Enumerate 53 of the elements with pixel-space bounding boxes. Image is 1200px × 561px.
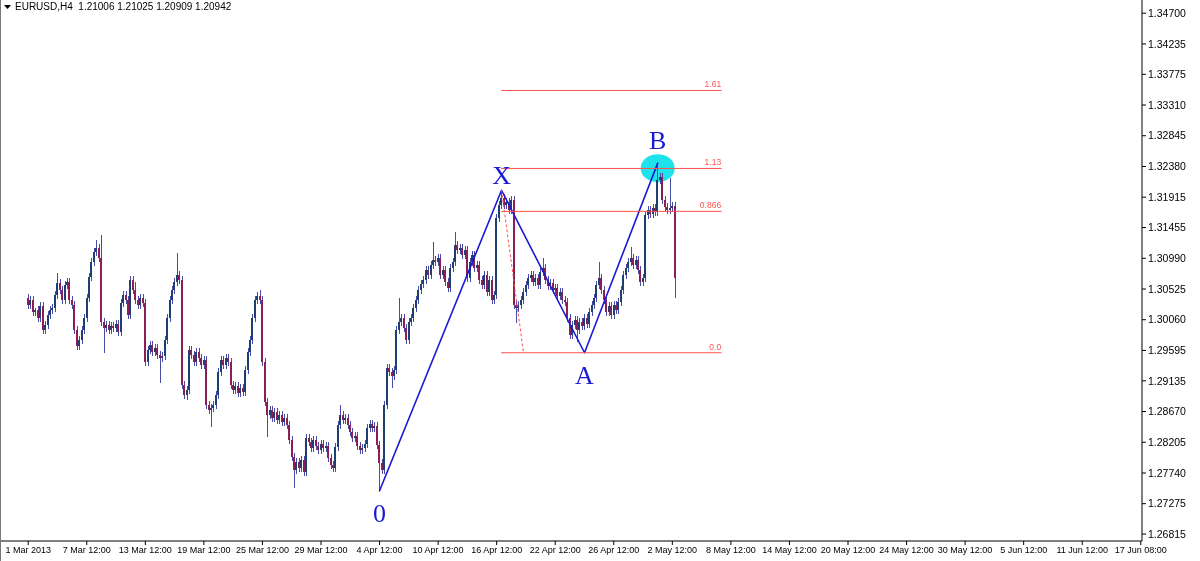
x-tick-label: 10 Apr 12:00 xyxy=(412,545,464,556)
x-tick-label: 14 May 12:00 xyxy=(762,545,817,556)
x-tick-label: 16 Apr 12:00 xyxy=(471,545,523,556)
x-tick-label: 1 Mar 2013 xyxy=(5,545,51,556)
y-tick-label: 1.30990 xyxy=(1148,252,1187,265)
annotation: 0 xyxy=(373,498,387,528)
annotation: B xyxy=(649,126,667,156)
y-tick-label: 1.32380 xyxy=(1148,160,1187,173)
chart-title: EURUSD,H4 1.21006 1.21025 1.20909 1.20942 xyxy=(15,1,232,13)
y-tick-label: 1.33310 xyxy=(1148,98,1187,111)
candlestick xyxy=(407,317,410,345)
x-tick-label: 20 May 12:00 xyxy=(820,545,876,556)
candlestick xyxy=(209,403,212,428)
y-tick-label: 1.29135 xyxy=(1148,374,1187,387)
series-label: 0.0 xyxy=(709,341,722,352)
x-tick-label: 24 May 12:00 xyxy=(879,545,934,556)
y-tick-label: 1.30525 xyxy=(1148,282,1187,295)
series-label: 0.866 xyxy=(699,200,722,211)
y-tick-label: 1.31915 xyxy=(1148,190,1187,203)
x-tick-label: 2 May 12:00 xyxy=(647,545,698,556)
y-tick-label: 1.33775 xyxy=(1148,68,1187,81)
y-tick-label: 1.26815 xyxy=(1148,527,1187,540)
y-tick-label: 1.28205 xyxy=(1148,435,1187,448)
x-tick-label: 8 May 12:00 xyxy=(706,545,756,556)
x-tick-label: 25 Mar 12:00 xyxy=(235,545,289,556)
candlestick xyxy=(229,357,232,390)
y-tick-label: 1.31455 xyxy=(1148,221,1187,234)
y-tick-label: 1.34235 xyxy=(1148,37,1187,50)
y-tick-label: 1.30060 xyxy=(1148,313,1187,326)
x-tick-label: 7 Mar 12:00 xyxy=(62,545,111,556)
series-label: 1.13 xyxy=(704,157,722,168)
candlestick xyxy=(485,270,488,297)
x-tick-label: 13 Mar 12:00 xyxy=(118,545,172,556)
x-tick-label: 5 Jun 12:00 xyxy=(1000,545,1048,556)
y-tick-label: 1.32845 xyxy=(1148,129,1187,142)
y-tick-label: 1.29595 xyxy=(1148,344,1187,357)
x-tick-label: 11 Jun 12:00 xyxy=(1056,545,1108,556)
series-label: 1.61 xyxy=(704,79,722,90)
annotation: X xyxy=(492,161,512,191)
x-tick-label: 26 Apr 12:00 xyxy=(588,545,640,556)
annotation: A xyxy=(575,360,595,390)
x-tick-label: 19 Mar 12:00 xyxy=(177,545,231,556)
y-tick-label: 1.34700 xyxy=(1148,6,1187,19)
x-tick-label: 4 Apr 12:00 xyxy=(356,545,403,556)
x-tick-label: 30 May 12:00 xyxy=(937,545,993,556)
y-tick-label: 1.28670 xyxy=(1148,405,1187,418)
y-tick-label: 1.27275 xyxy=(1148,497,1187,510)
y-tick-label: 1.27740 xyxy=(1148,466,1187,479)
x-tick-label: 29 Mar 12:00 xyxy=(294,545,348,556)
x-tick-label: 17 Jun 08:00 xyxy=(1114,545,1167,556)
x-tick-label: 22 Apr 12:00 xyxy=(529,545,581,556)
candlestick xyxy=(146,345,149,367)
candlestick xyxy=(366,423,369,449)
